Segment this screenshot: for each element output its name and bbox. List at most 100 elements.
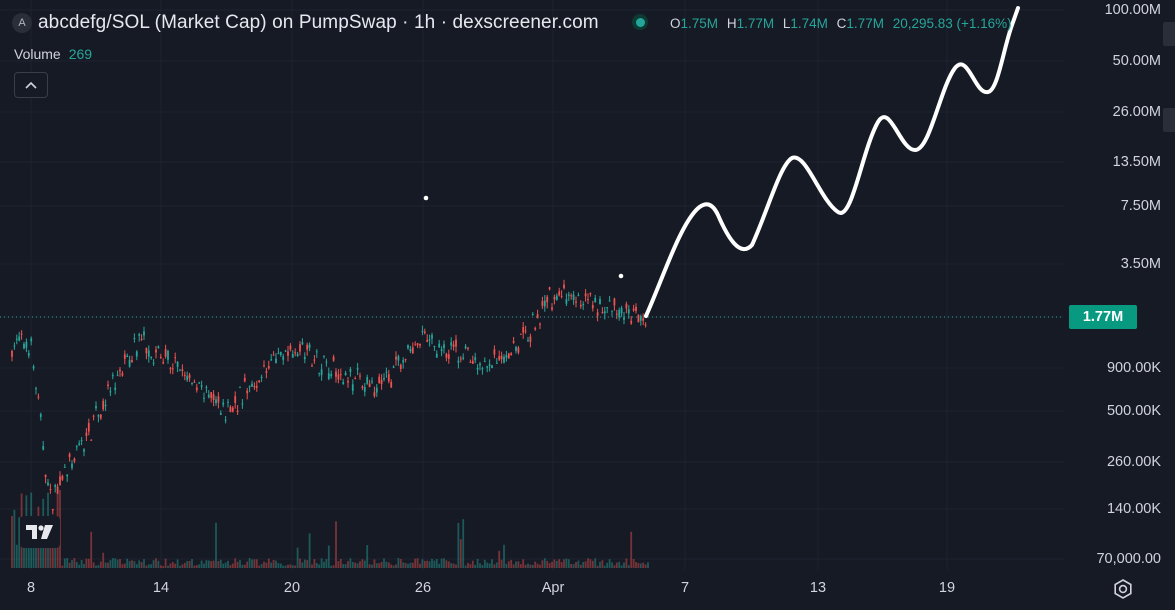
candle-body <box>383 378 385 380</box>
volume-bar <box>222 563 225 568</box>
side-panel-tab[interactable] <box>1163 108 1175 132</box>
candle-body <box>236 410 239 413</box>
volume-bar <box>258 565 261 568</box>
time-axis[interactable]: 8 14 20 26 Apr 7 13 19 <box>0 570 1064 610</box>
candle-body <box>296 353 299 356</box>
candle-body <box>524 330 527 332</box>
volume-bar <box>371 564 373 568</box>
candle-body <box>282 356 285 360</box>
candle-body <box>570 295 573 297</box>
symbol-avatar-icon[interactable]: A <box>12 13 32 33</box>
volume-bar <box>531 564 534 568</box>
candle-body <box>577 294 580 296</box>
change-value: 20,295.83 (+1.16%) <box>892 16 1012 31</box>
candle-body <box>155 349 157 353</box>
candle-body <box>215 399 217 404</box>
volume-bar <box>584 561 587 568</box>
price-axis[interactable]: 100.00M 50.00M 26.00M 13.50M 7.50M 3.50M… <box>1064 0 1175 570</box>
volume-bar <box>325 559 328 568</box>
tradingview-logo[interactable] <box>20 516 60 548</box>
volume-bar <box>227 560 229 568</box>
candle-body <box>469 361 472 363</box>
volume-bar <box>342 564 345 568</box>
candle-body <box>464 346 467 349</box>
volume-bar <box>423 560 426 568</box>
candle-body <box>306 344 309 350</box>
candle-body <box>188 374 191 379</box>
candle-body <box>191 383 193 385</box>
candle-body <box>611 310 613 312</box>
candle-body <box>594 297 597 303</box>
candle-body <box>551 307 553 310</box>
candle-body <box>210 392 213 399</box>
candle-body <box>486 366 489 368</box>
chart-settings-button[interactable] <box>1112 578 1134 600</box>
collapse-legend-button[interactable] <box>14 72 48 98</box>
volume-bar <box>529 564 532 568</box>
volume-bar <box>332 565 335 568</box>
volume-bar <box>135 564 138 568</box>
candle-body <box>368 383 371 388</box>
candle-body <box>301 342 304 345</box>
volume-bar <box>347 561 349 568</box>
volume-bar <box>171 562 174 568</box>
volume-bar <box>188 560 191 568</box>
candle-body <box>558 291 561 296</box>
volume-bar <box>119 559 121 568</box>
candle-body <box>462 357 465 359</box>
candle-body <box>512 341 515 343</box>
candle-body <box>80 440 83 442</box>
candle-body <box>138 334 141 336</box>
volume-bar <box>145 565 148 568</box>
candle-body <box>553 297 556 300</box>
candle-body <box>126 355 129 358</box>
candle-body <box>27 353 30 356</box>
gear-icon <box>1114 579 1132 599</box>
candle-body <box>107 384 109 386</box>
volume-bar <box>351 561 354 568</box>
volume-bar <box>164 558 167 568</box>
candle-body <box>162 362 165 364</box>
volume-bar <box>517 561 520 568</box>
volume-bar <box>327 545 330 568</box>
candle-body <box>287 351 289 356</box>
candle-body <box>152 362 155 364</box>
volume-bar <box>68 562 71 568</box>
volume-bar <box>455 564 457 568</box>
volume-bar <box>594 558 597 568</box>
volume-bar <box>294 565 297 568</box>
candle-body <box>277 353 280 355</box>
volume-bar <box>356 563 359 568</box>
price-tick: 100.00M <box>1104 2 1161 18</box>
volume-bar <box>618 561 621 568</box>
open-value: 1.75M <box>680 16 719 31</box>
volume-bar <box>205 560 208 568</box>
price-tick: 3.50M <box>1120 256 1161 272</box>
volume-bar <box>615 562 618 568</box>
volume-bar <box>603 565 606 568</box>
volume-bar <box>169 563 172 568</box>
side-panel-tab[interactable] <box>1163 22 1175 46</box>
volume-bar <box>318 564 321 568</box>
volume-bar <box>179 565 181 568</box>
candle-body <box>546 296 549 303</box>
candle-body <box>308 344 311 348</box>
volume-bar <box>380 561 383 568</box>
candle-body <box>181 369 184 372</box>
candle-body <box>150 357 153 359</box>
candle-body <box>560 295 563 297</box>
candle-body <box>15 338 18 340</box>
candle-body <box>536 314 539 319</box>
candle-body <box>13 345 16 347</box>
volume-bar <box>109 560 112 568</box>
volume-bar <box>303 559 306 568</box>
volume-bar <box>606 562 609 568</box>
volume-bar <box>567 559 570 568</box>
candle-body <box>548 287 551 290</box>
candle-body <box>102 400 105 410</box>
volume-bar <box>512 564 515 568</box>
candle-body <box>411 347 414 354</box>
volume-bar <box>548 563 551 568</box>
volume-bar <box>111 558 114 568</box>
